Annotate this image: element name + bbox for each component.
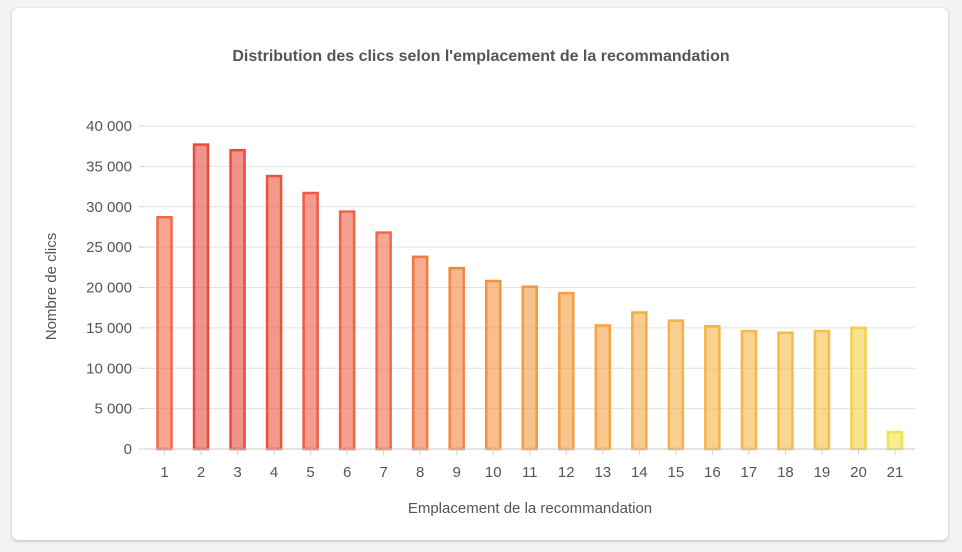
x-tick-label: 14 bbox=[631, 464, 648, 481]
bar-18[interactable] bbox=[777, 331, 794, 451]
bar-4[interactable] bbox=[265, 174, 283, 451]
bar-14[interactable] bbox=[631, 311, 648, 451]
x-tick-label: 19 bbox=[814, 464, 831, 481]
bar-13[interactable] bbox=[594, 324, 612, 451]
y-axis-title: Nombre de clics bbox=[43, 233, 60, 341]
x-tick-label: 4 bbox=[270, 464, 278, 481]
bar-12[interactable] bbox=[558, 291, 575, 451]
x-tick-label: 17 bbox=[741, 464, 758, 481]
bar-9[interactable] bbox=[448, 266, 465, 451]
x-tick-label: 5 bbox=[306, 464, 314, 481]
bar-8[interactable] bbox=[411, 255, 429, 451]
bar-15[interactable] bbox=[667, 319, 685, 451]
bar-21[interactable] bbox=[886, 430, 904, 451]
y-tick-label: 30 000 bbox=[86, 199, 132, 216]
y-tick-label: 35 000 bbox=[86, 158, 132, 175]
bar-20[interactable] bbox=[850, 326, 867, 451]
bar-3[interactable] bbox=[229, 148, 246, 451]
x-tick-label: 20 bbox=[850, 464, 867, 481]
x-tick-label: 16 bbox=[704, 464, 721, 481]
y-tick-label: 10 000 bbox=[86, 360, 132, 377]
bar-7[interactable] bbox=[375, 231, 392, 451]
x-tick-label: 1 bbox=[160, 464, 168, 481]
x-tick-label: 18 bbox=[777, 464, 794, 481]
bar-1[interactable] bbox=[156, 215, 173, 451]
x-tick-label: 9 bbox=[453, 464, 461, 481]
bar-16[interactable] bbox=[704, 325, 721, 451]
y-tick-label: 15 000 bbox=[86, 320, 132, 337]
x-tick-label: 13 bbox=[594, 464, 611, 481]
bar-6[interactable] bbox=[338, 210, 356, 451]
bars bbox=[156, 143, 904, 451]
x-tick-label: 7 bbox=[379, 464, 387, 481]
x-axis-ticks: 1 2 3 4 5 6 7 8 9 10 11 12 13 14 15 16 17 18 19 20 21 bbox=[160, 449, 903, 481]
x-tick-label: 12 bbox=[558, 464, 575, 481]
chart-title: Distribution des clics selon l'emplaceme… bbox=[232, 48, 730, 65]
x-tick-label: 6 bbox=[343, 464, 351, 481]
x-tick-label: 11 bbox=[522, 464, 538, 481]
y-axis-ticks: 0 5 000 10 000 15 000 20 000 25 000 30 000 35 0… bbox=[86, 118, 145, 458]
bar-19[interactable] bbox=[813, 329, 831, 451]
y-tick-label: 20 000 bbox=[86, 280, 132, 297]
bar-5[interactable] bbox=[302, 191, 319, 451]
y-tick-label: 25 000 bbox=[86, 239, 132, 256]
x-tick-label: 21 bbox=[887, 464, 904, 481]
bar-10[interactable] bbox=[484, 279, 502, 451]
x-tick-label: 2 bbox=[197, 464, 205, 481]
x-tick-label: 8 bbox=[416, 464, 424, 481]
x-tick-label: 10 bbox=[485, 464, 502, 481]
bar-2[interactable] bbox=[192, 143, 210, 451]
x-axis-title: Emplacement de la recommandation bbox=[408, 500, 652, 517]
y-tick-label: 5 000 bbox=[94, 401, 132, 418]
bar-11[interactable] bbox=[521, 285, 538, 451]
y-tick-label: 40 000 bbox=[86, 118, 132, 135]
x-tick-label: 15 bbox=[668, 464, 685, 481]
x-tick-label: 3 bbox=[233, 464, 241, 481]
bar-17[interactable] bbox=[740, 329, 758, 451]
y-tick-label: 0 bbox=[124, 441, 132, 458]
